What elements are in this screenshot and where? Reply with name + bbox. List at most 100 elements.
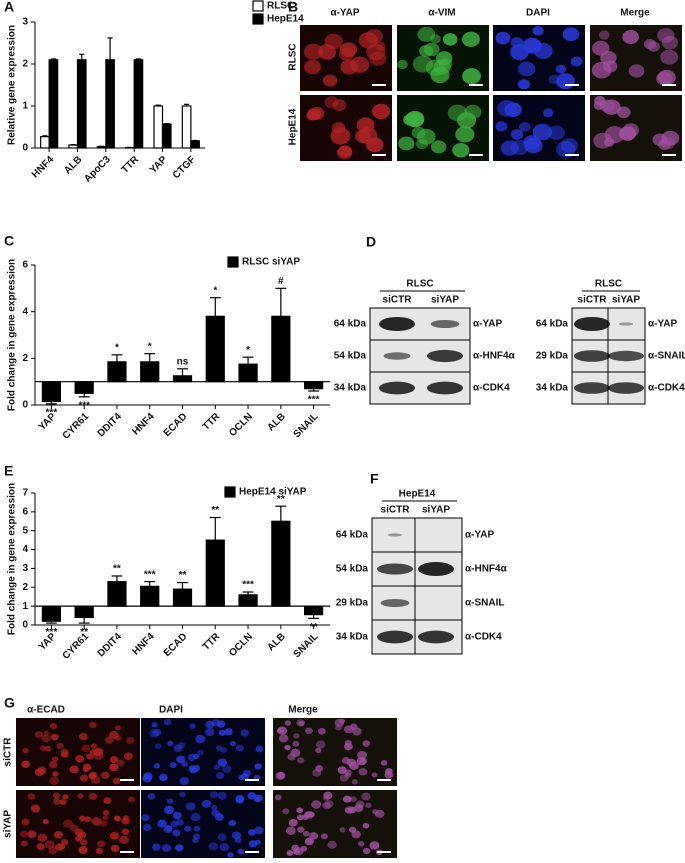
cell <box>27 830 37 838</box>
cell <box>30 804 41 813</box>
cell <box>497 100 517 117</box>
cell <box>44 745 52 752</box>
x-tick-label: ECAD <box>162 631 190 659</box>
cell <box>37 766 47 775</box>
x-tick-label: SNAIL <box>292 411 321 440</box>
column-header: Merge <box>288 705 318 716</box>
cell <box>359 757 368 765</box>
error-bar <box>184 103 190 106</box>
bar <box>107 581 127 607</box>
cell <box>285 826 296 836</box>
error-bar <box>45 401 57 405</box>
cell <box>224 728 233 736</box>
y-tick-label: 4 <box>22 544 28 555</box>
cell <box>49 722 58 730</box>
cell <box>430 140 447 154</box>
x-tick-label: TTR <box>201 631 223 653</box>
cell <box>315 740 326 749</box>
lane-label: siYAP <box>612 295 640 306</box>
cell <box>398 136 415 151</box>
error-bar <box>177 581 188 590</box>
cell <box>369 51 387 66</box>
cell <box>161 844 172 852</box>
y-tick-label: 2 <box>22 582 28 593</box>
antibody-label: α-HNF4α <box>473 351 516 362</box>
cell <box>562 27 580 42</box>
cell <box>570 56 583 67</box>
lane-label: siYAP <box>431 295 459 306</box>
cell <box>121 817 130 825</box>
cell <box>362 822 370 829</box>
bar <box>40 136 50 149</box>
cell <box>307 108 322 121</box>
bar <box>140 361 160 383</box>
cell <box>293 733 300 739</box>
cell <box>52 756 59 762</box>
cell <box>423 42 440 57</box>
cell <box>337 145 353 158</box>
cell <box>532 123 553 141</box>
lane-label: siCTR <box>383 295 413 306</box>
cell <box>543 108 554 118</box>
cell <box>215 772 225 780</box>
bar <box>205 315 225 383</box>
cell <box>362 740 371 747</box>
cell <box>55 843 64 851</box>
legend-label: HepE14 <box>267 14 304 25</box>
bar <box>68 144 79 149</box>
cell <box>298 720 305 727</box>
column-header: DAPI <box>526 8 550 19</box>
cell <box>164 805 175 815</box>
band <box>574 350 610 362</box>
cell <box>193 753 200 760</box>
cell <box>113 815 121 822</box>
cell <box>282 808 290 815</box>
y-tick-label: 2 <box>22 59 28 70</box>
cell <box>604 137 615 147</box>
cell <box>217 758 228 767</box>
x-tick-label: TTR <box>201 411 223 433</box>
legend-swatch <box>252 0 264 12</box>
error-bar <box>242 356 254 365</box>
cell <box>205 720 215 729</box>
cell <box>341 757 350 764</box>
error-bar <box>79 53 85 60</box>
band <box>427 349 463 363</box>
cell <box>21 818 30 826</box>
cell <box>53 798 62 805</box>
cell <box>204 727 215 737</box>
error-bar <box>111 354 123 362</box>
cell <box>81 744 91 753</box>
cell <box>278 734 289 743</box>
cell <box>555 64 567 74</box>
x-tick-label: TTR <box>120 154 142 176</box>
bar <box>107 361 127 383</box>
legend-label: HepE14 siYAP <box>239 487 307 498</box>
y-tick-label: 6 <box>22 506 28 517</box>
cell <box>128 796 135 803</box>
cell <box>179 791 186 798</box>
error-bar <box>155 104 161 106</box>
cell <box>110 844 120 853</box>
cell <box>116 759 125 767</box>
cell <box>661 35 678 50</box>
cell <box>209 791 219 799</box>
x-tick-label: ALB <box>266 631 288 653</box>
lane-label: siYAP <box>422 505 450 516</box>
cell <box>216 720 226 728</box>
cell <box>495 121 508 132</box>
band <box>379 381 415 395</box>
cell <box>317 727 326 735</box>
cell <box>56 742 64 750</box>
cell <box>342 795 352 803</box>
cell <box>34 731 43 739</box>
band-size: 34 kDa <box>536 383 569 394</box>
cell <box>151 843 161 851</box>
cell <box>69 765 79 774</box>
legend-label: RLSC siYAP <box>242 257 300 268</box>
cell <box>181 761 188 767</box>
panel-letter: G <box>4 695 15 711</box>
cell <box>533 42 553 60</box>
cell <box>193 833 201 840</box>
band <box>608 382 644 394</box>
